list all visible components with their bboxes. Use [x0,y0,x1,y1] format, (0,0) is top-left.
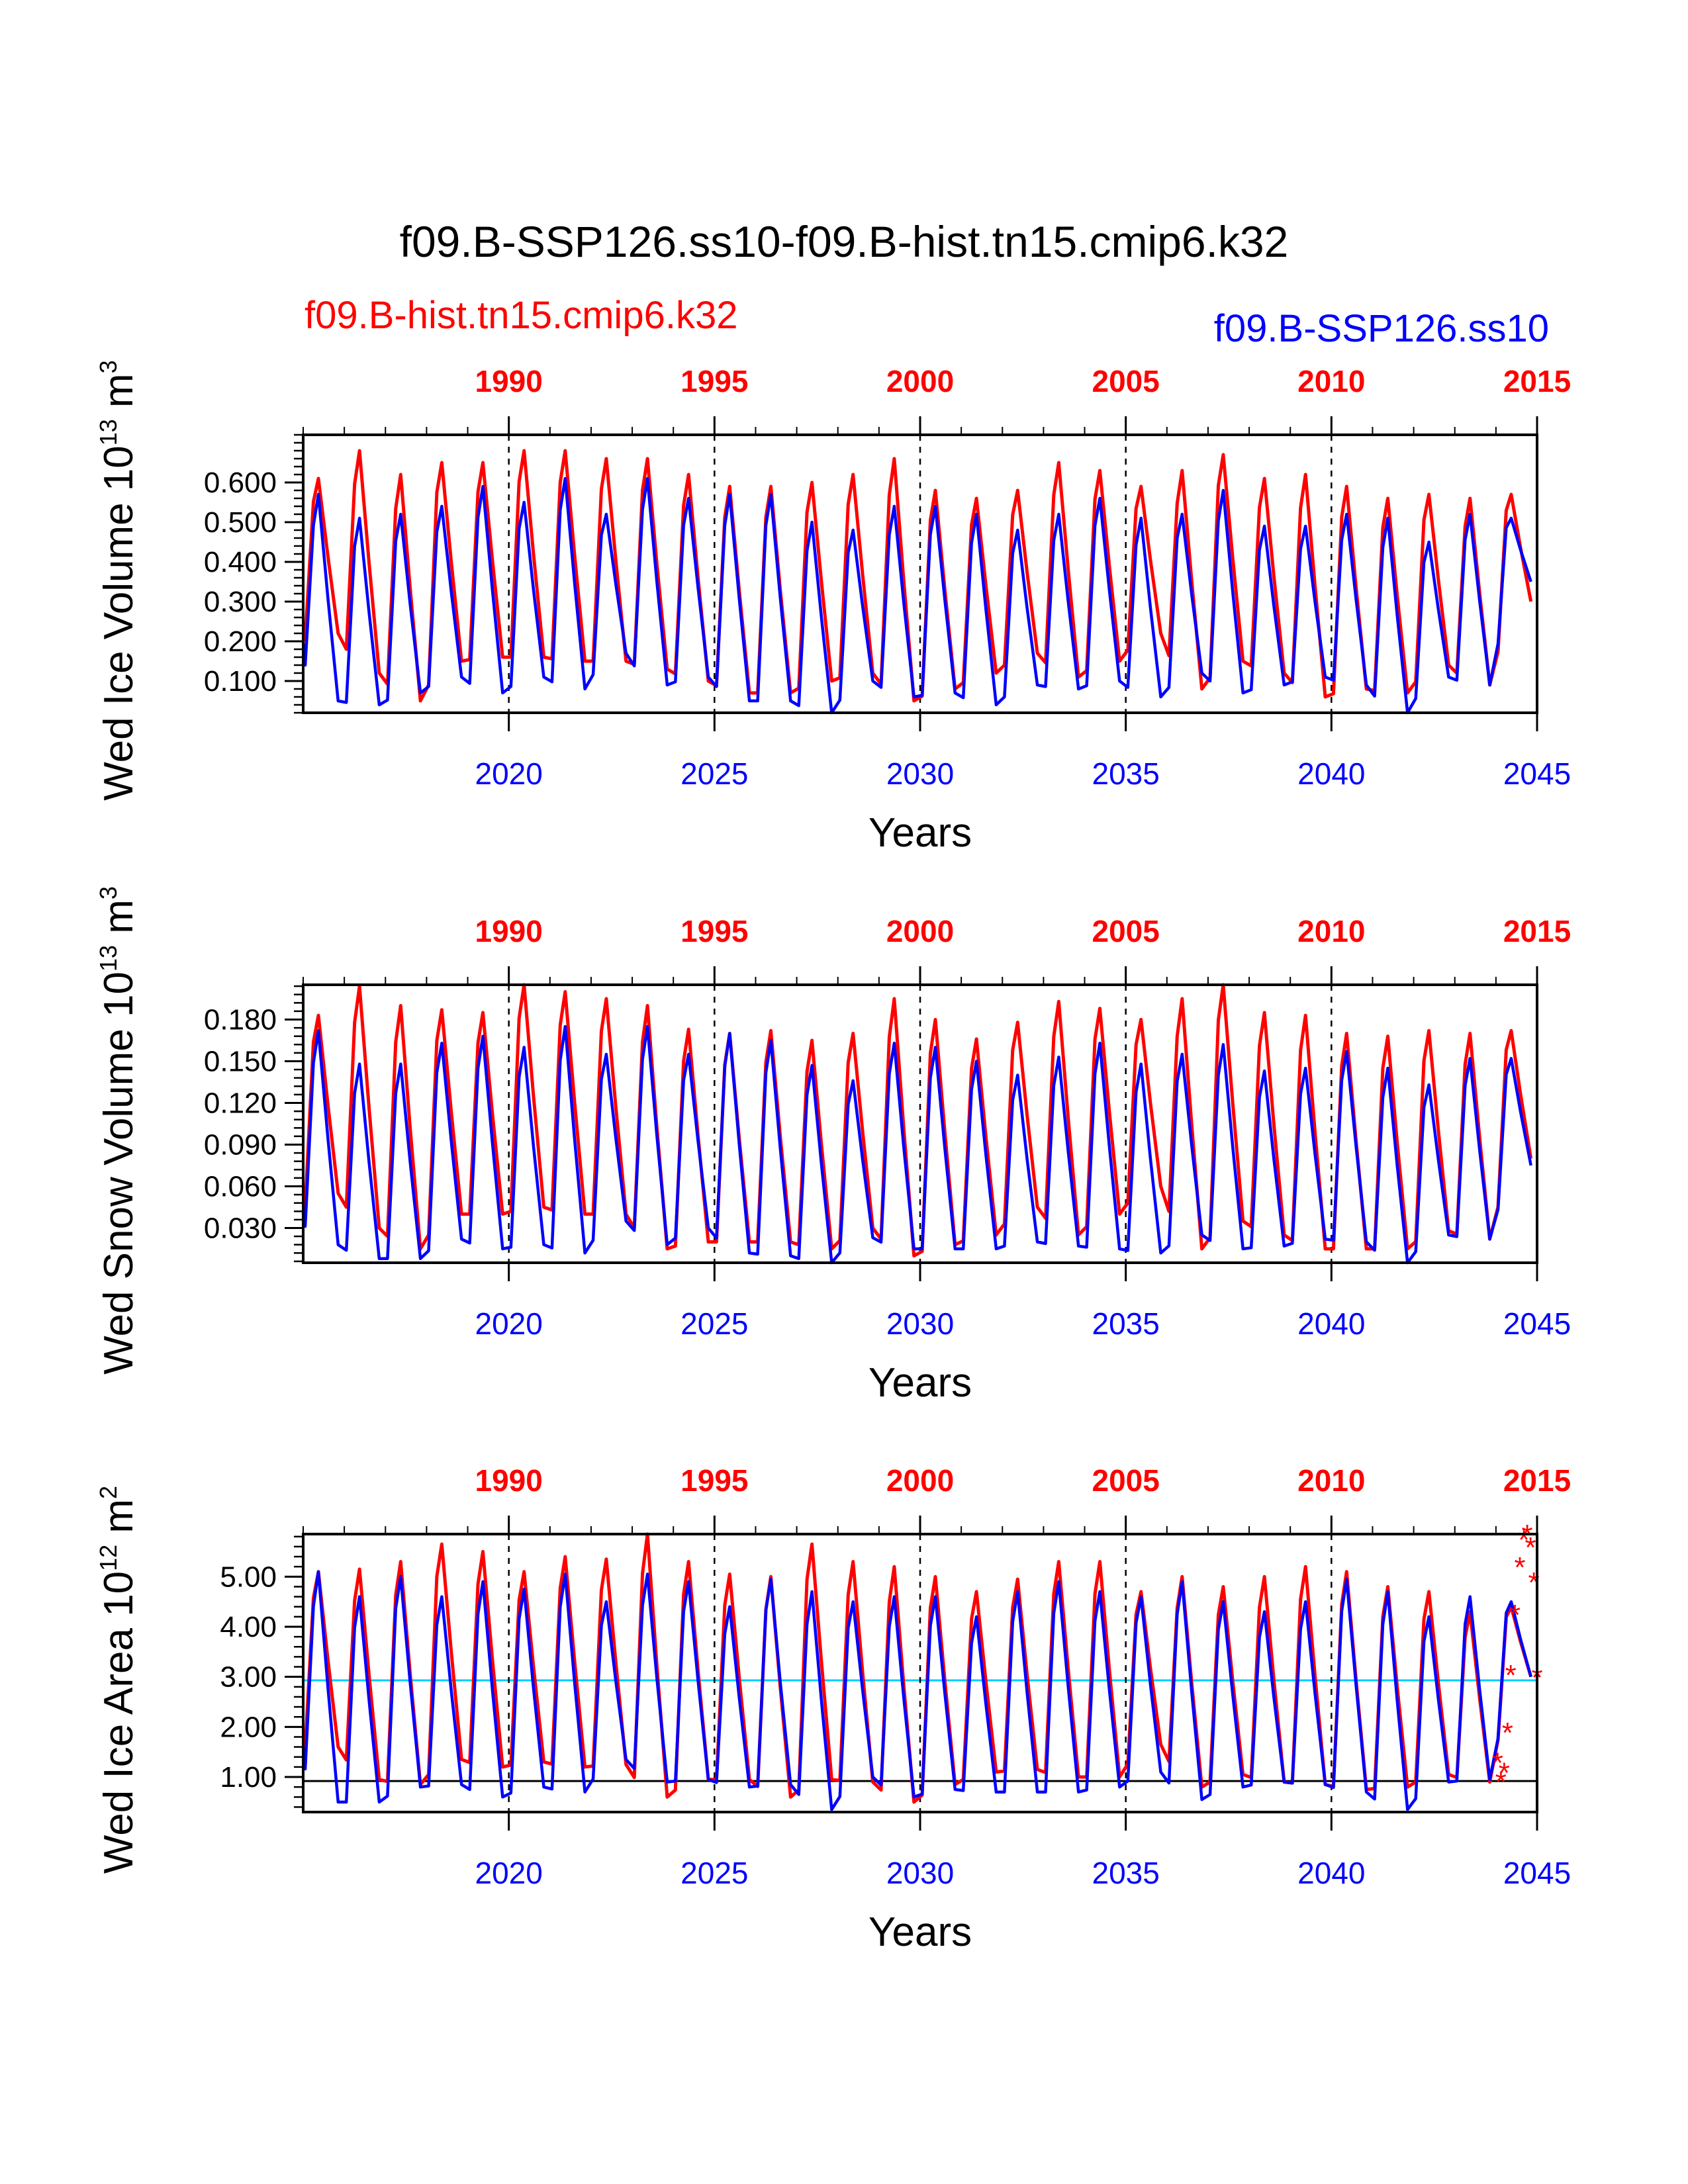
top-axis-label: 2010 [1297,1463,1365,1498]
bottom-axis-label: 2025 [680,1306,748,1341]
x-axis-title: Years [868,1360,972,1406]
marker-point-3: * [1499,1756,1510,1789]
top-axis-label: 2000 [886,914,954,948]
x-axis-title: Years [868,810,972,856]
bottom-axis-label: 2045 [1503,756,1571,791]
bottom-axis-label: 2030 [886,1306,954,1341]
top-axis-label: 1990 [475,1463,542,1498]
series-ssp126-line [301,1570,1532,1811]
bottom-axis-label: 2020 [475,1306,542,1341]
panel-snow-volume: 0.030 0.060 0.090 0.120 0.150 0.180 1990 1995 20… [95,886,1571,1406]
bottom-axis-label: 2040 [1297,1306,1365,1341]
panel-ice-volume: 0.100 0.200 0.300 0.400 0.500 0.600 1990 1995 20… [95,360,1571,856]
y-tick-label: 3.00 [220,1661,277,1694]
y-tick-label: 0.100 [204,665,277,698]
marker-point-5: * [1505,1659,1517,1692]
y-axis-title: Wed Snow Volume 1013 m3 [95,886,142,1375]
series-historical-line [301,983,1533,1257]
y-tick-label: 0.500 [204,506,277,539]
y-tick-label: 0.060 [204,1171,277,1203]
bottom-axis-label: 2035 [1092,1306,1159,1341]
top-axis-label: 1990 [475,914,542,948]
top-axis-label: 2000 [886,364,954,398]
y-tick-label: 0.150 [204,1046,277,1078]
marker-point-10: * [1524,1531,1536,1564]
y-tick-label: 0.180 [204,1004,277,1036]
y-tick-label: 0.090 [204,1129,277,1161]
marker-point-2: * [1495,1766,1507,1798]
top-axis-label: 2000 [886,1463,954,1498]
y-axis-title: Wed Ice Area 1012 m2 [95,1486,142,1874]
top-axis-label: 1990 [475,364,542,398]
bottom-axis-label: 2040 [1297,756,1365,791]
series-ssp126-line [301,477,1532,715]
top-axis-label: 2005 [1092,364,1159,398]
y-tick-label: 0.200 [204,625,277,658]
y-axis-title: Wed Ice Volume 1013 m3 [95,360,142,800]
y-tick-label: 5.00 [220,1561,277,1593]
series-ssp126-line [301,1024,1532,1265]
top-axis-label: 2010 [1297,364,1365,398]
y-tick-label: 0.030 [204,1212,277,1245]
x-axis-title: Years [868,1909,972,1955]
marker-point-1: * [1492,1747,1503,1779]
y-tick-label: 0.400 [204,546,277,578]
y-tick-label: 1.00 [220,1761,277,1794]
marker-point-6: * [1509,1599,1521,1631]
y-tick-label: 4.00 [220,1611,277,1643]
legend-ssp126-label: f09.B-SSP126.ss10 [1214,307,1549,350]
bottom-axis-label: 2020 [475,1856,542,1890]
bottom-axis-label: 2020 [475,756,542,791]
marker-point-8: * [1519,1524,1530,1557]
y-tick-label: 2.00 [220,1711,277,1743]
top-axis-label: 2010 [1297,914,1365,948]
bottom-axis-label: 2035 [1092,1856,1159,1890]
bottom-axis-label: 2035 [1092,756,1159,791]
y-tick-label: 0.120 [204,1087,277,1120]
top-axis-label: 1995 [680,1463,748,1498]
bottom-axis-label: 2040 [1297,1856,1365,1890]
bottom-axis-label: 2045 [1503,1306,1571,1341]
bottom-axis-label: 2025 [680,756,748,791]
bottom-axis-label: 2030 [886,756,954,791]
marker-point-4: * [1502,1717,1513,1749]
top-axis-label: 2015 [1503,1463,1571,1498]
marker-point-7: * [1514,1551,1525,1584]
series-historical-line [301,449,1533,703]
bottom-axis-label: 2030 [886,1856,954,1890]
y-tick-label: 0.300 [204,586,277,618]
bottom-axis-label: 2025 [680,1856,748,1890]
figure-title: f09.B-SSP126.ss10-f09.B-hist.tn15.cmip6.… [400,217,1289,266]
top-axis-label: 2015 [1503,914,1571,948]
y-tick-label: 0.600 [204,467,277,499]
top-axis-label: 1995 [680,364,748,398]
legend-historical-label: f09.B-hist.tn15.cmip6.k32 [305,294,737,337]
top-axis-label: 1995 [680,914,748,948]
bottom-axis-label: 2045 [1503,1856,1571,1890]
top-axis-label: 2005 [1092,914,1159,948]
top-axis-label: 2005 [1092,1463,1159,1498]
top-axis-label: 2015 [1503,364,1571,398]
